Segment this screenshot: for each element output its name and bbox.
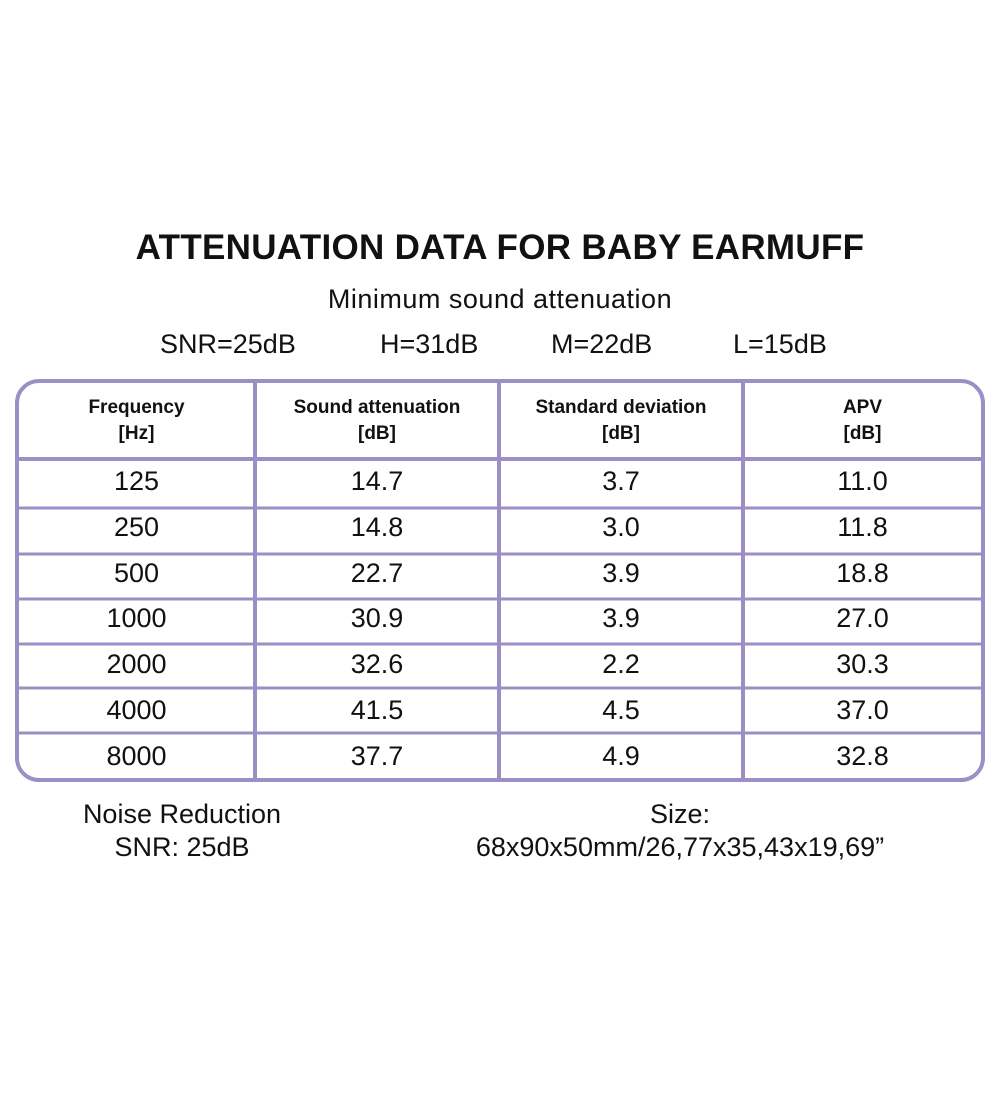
table-header-row: Frequency [Hz] Sound attenuation [dB] St… xyxy=(18,382,982,459)
page-subtitle: Minimum sound attenuation xyxy=(327,284,673,314)
cell-frequency: 4000 xyxy=(106,694,167,725)
cell-frequency: 500 xyxy=(113,557,160,588)
cell-apv: 30.3 xyxy=(836,649,889,680)
table-row: 4000 41.5 4.5 37.0 xyxy=(18,688,982,734)
table-row: 250 14.8 3.0 11.8 xyxy=(18,505,982,551)
rating-summary: SNR=25dB H=31dB M=22dB L=15dB xyxy=(160,329,860,363)
rating-l: L=15dB xyxy=(733,329,827,359)
size-label: Size: xyxy=(649,799,711,829)
cell-sound-attenuation: 14.8 xyxy=(350,512,404,543)
cell-apv: 11.0 xyxy=(837,466,888,497)
cell-frequency: 1000 xyxy=(106,603,167,634)
table-row: 2000 32.6 2.2 30.3 xyxy=(18,642,982,688)
size-value: 68x90x50mm/26,77x35,43x19,69” xyxy=(475,832,885,862)
table-grid xyxy=(15,379,985,782)
cell-sound-attenuation: 14.7 xyxy=(350,466,404,497)
header-standard-deviation: Standard deviation [dB] xyxy=(535,396,707,444)
cell-sound-attenuation: 32.6 xyxy=(350,649,404,680)
cell-sound-attenuation: 41.5 xyxy=(350,694,404,725)
table-row: 8000 37.7 4.9 32.8 xyxy=(18,733,982,779)
rating-m: M=22dB xyxy=(551,329,653,359)
cell-sound-attenuation: 37.7 xyxy=(350,740,404,771)
cell-frequency: 250 xyxy=(113,512,160,543)
cell-sound-attenuation: 30.9 xyxy=(350,603,404,634)
cell-apv: 32.8 xyxy=(836,740,889,771)
cell-frequency: 8000 xyxy=(106,740,167,771)
cell-standard-deviation: 4.5 xyxy=(602,694,640,725)
table-row: 1000 30.9 3.9 27.0 xyxy=(18,596,982,642)
cell-apv: 27.0 xyxy=(836,603,889,634)
size-note: Size: 68x90x50mm/26,77x35,43x19,69” xyxy=(420,798,940,864)
attenuation-table: Frequency [Hz] Sound attenuation [dB] St… xyxy=(18,382,982,779)
cell-frequency: 2000 xyxy=(106,649,167,680)
cell-standard-deviation: 4.9 xyxy=(602,740,640,771)
attenuation-table-frame: Frequency [Hz] Sound attenuation [dB] St… xyxy=(15,379,985,782)
page-title: ATTENUATION DATA FOR BABY EARMUFF xyxy=(135,228,865,267)
cell-standard-deviation: 3.0 xyxy=(602,512,640,543)
noise-reduction-label: Noise Reduction xyxy=(82,799,282,829)
table-row: 500 22.7 3.9 18.8 xyxy=(18,550,982,596)
cell-standard-deviation: 3.9 xyxy=(602,603,640,634)
rating-h: H=31dB xyxy=(380,329,479,359)
cell-sound-attenuation: 22.7 xyxy=(350,557,404,588)
header-apv: APV [dB] xyxy=(842,396,883,444)
cell-frequency: 125 xyxy=(113,466,160,497)
rating-snr: SNR=25dB xyxy=(160,329,296,359)
cell-apv: 11.8 xyxy=(837,512,888,543)
noise-reduction-value: SNR: 25dB xyxy=(114,832,250,862)
cell-standard-deviation: 3.7 xyxy=(602,466,640,497)
cell-apv: 37.0 xyxy=(836,694,889,725)
cell-apv: 18.8 xyxy=(836,557,889,588)
header-frequency: Frequency [Hz] xyxy=(88,396,185,444)
table-row: 125 14.7 3.7 11.0 xyxy=(18,459,982,505)
cell-standard-deviation: 2.2 xyxy=(602,649,640,680)
noise-reduction-note: Noise Reduction SNR: 25dB xyxy=(62,798,302,864)
header-sound-attenuation: Sound attenuation [dB] xyxy=(293,396,461,444)
cell-standard-deviation: 3.9 xyxy=(602,557,640,588)
